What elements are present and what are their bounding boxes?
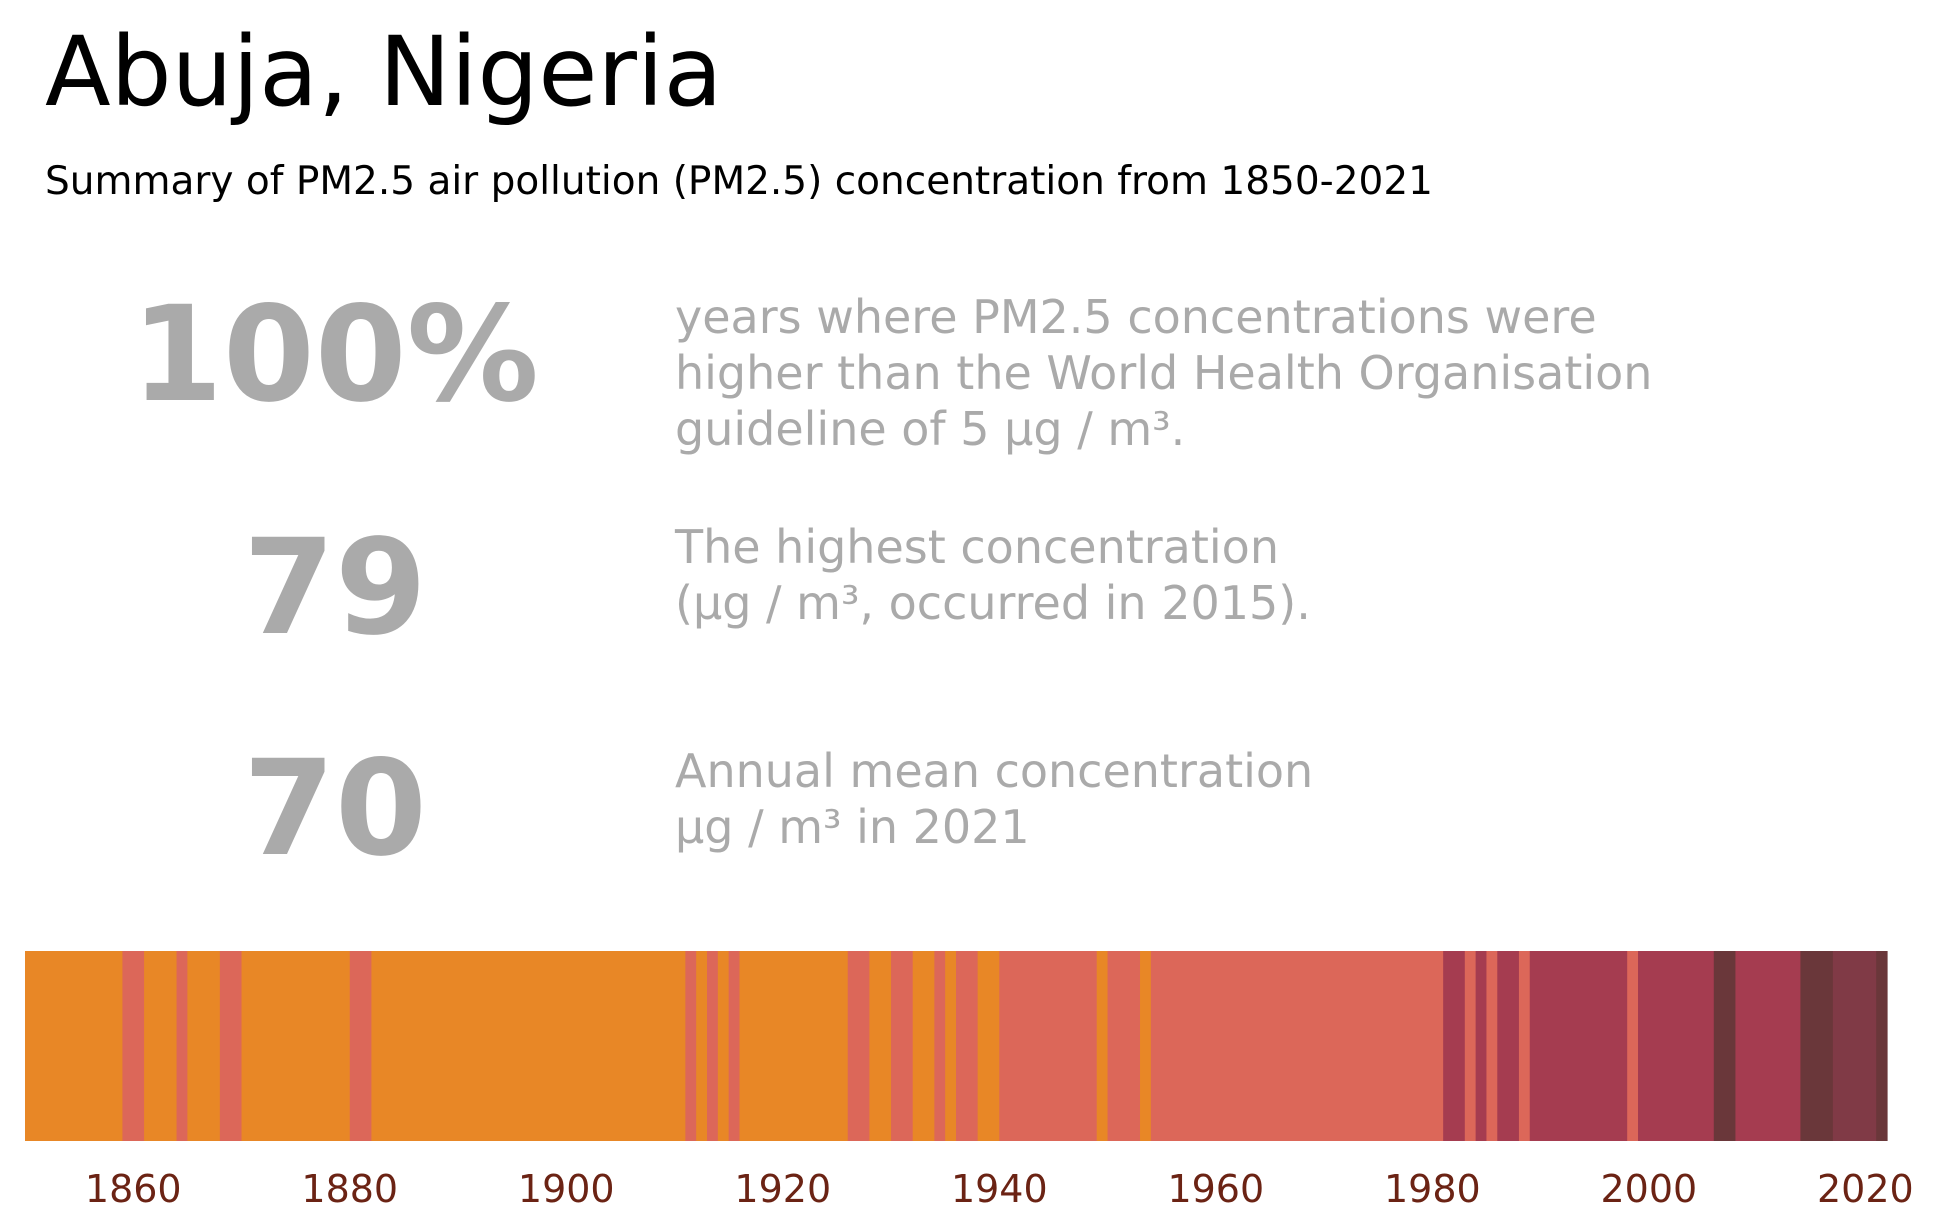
stripe-1949-1950 <box>1096 951 1109 1141</box>
stripe-1950-1953 <box>1107 951 1141 1141</box>
x-tick-label-1980: 1980 <box>1384 1167 1481 1211</box>
stripe-1985-1986 <box>1486 951 1498 1141</box>
stripe-1984-1985 <box>1475 951 1488 1141</box>
x-tick-label-2020: 2020 <box>1817 1167 1914 1211</box>
x-tick-label-1880: 1880 <box>301 1167 398 1211</box>
stripe-1861-1864 <box>144 951 178 1141</box>
stat-highest-concentration-description: The highest concentration (µg / m³, occu… <box>675 520 1311 630</box>
stripe-1940-1949 <box>999 951 1098 1141</box>
stripe-1934-1935 <box>934 951 946 1141</box>
stripe-1928-1930 <box>869 951 892 1141</box>
stripe-1954-1981 <box>1150 951 1444 1141</box>
stripe-1926-1928 <box>847 951 870 1141</box>
stat-annual-mean: 70 <box>243 732 427 886</box>
stripe-2006-2008 <box>1713 951 1737 1141</box>
stat-annual-mean-description: Annual mean concentration µg / m³ in 202… <box>675 744 1314 854</box>
stripe-1953-1954 <box>1140 951 1152 1141</box>
stripe-1880-1882 <box>349 951 373 1141</box>
stripe-1913-1914 <box>707 951 719 1141</box>
stripe-2008-2014 <box>1735 951 1801 1141</box>
stat-highest-concentration: 79 <box>243 511 427 665</box>
stripes-layer <box>25 951 1888 1141</box>
chart-title: Abuja, Nigeria <box>45 16 723 128</box>
stripe-2014-2017 <box>1800 951 1834 1141</box>
x-tick-label-1920: 1920 <box>734 1167 831 1211</box>
x-tick-label-1900: 1900 <box>518 1167 615 1211</box>
stripe-1983-1984 <box>1464 951 1477 1141</box>
x-tick-label-2000: 2000 <box>1600 1167 1697 1211</box>
stripe-1882-1911 <box>371 951 686 1141</box>
stripe-1930-1932 <box>891 951 914 1141</box>
stripe-1915-1916 <box>728 951 741 1141</box>
stripe-1932-1934 <box>912 951 935 1141</box>
stripe-2017-2021 <box>1832 951 1877 1141</box>
x-tick-label-1860: 1860 <box>85 1167 182 1211</box>
stripe-1936-1938 <box>956 951 979 1141</box>
stat-share-above-guideline-description: years where PM2.5 concentrations were hi… <box>675 290 1653 456</box>
stripe-1914-1915 <box>717 951 730 1141</box>
stripe-1911-1912 <box>685 951 697 1141</box>
stripe-2021-2022 <box>1876 951 1888 1141</box>
stripe-1868-1870 <box>219 951 243 1141</box>
stripe-1938-1940 <box>977 951 1000 1141</box>
stat-share-above-guideline: 100% <box>131 278 539 432</box>
stripe-1912-1913 <box>696 951 708 1141</box>
stripe-1870-1880 <box>241 951 351 1141</box>
stripe-1859-1861 <box>122 951 145 1141</box>
stripe-1864-1865 <box>176 951 188 1141</box>
x-tick-label-1960: 1960 <box>1167 1167 1264 1211</box>
stripe-1986-1988 <box>1497 951 1520 1141</box>
stripe-1850-1859 <box>25 951 124 1141</box>
stripe-1989-1998 <box>1529 951 1628 1141</box>
stripe-1998-1999 <box>1627 951 1639 1141</box>
stripe-1988-1989 <box>1518 951 1531 1141</box>
stripe-1916-1926 <box>739 951 849 1141</box>
chart-subtitle: Summary of PM2.5 air pollution (PM2.5) c… <box>45 159 1433 204</box>
stripe-1865-1868 <box>187 951 221 1141</box>
x-tick-label-1940: 1940 <box>951 1167 1048 1211</box>
x-axis-ticks: 1860 1880 1900 1920 1940 1960 1980 2000 2020 <box>85 1167 1914 1211</box>
stripe-1999-2006 <box>1638 951 1715 1141</box>
pollution-stripes-chart: 1860 1880 1900 1920 1940 1960 1980 2000 2020 <box>25 951 1914 1211</box>
stripe-1935-1936 <box>945 951 957 1141</box>
stripe-1981-1983 <box>1443 951 1466 1141</box>
